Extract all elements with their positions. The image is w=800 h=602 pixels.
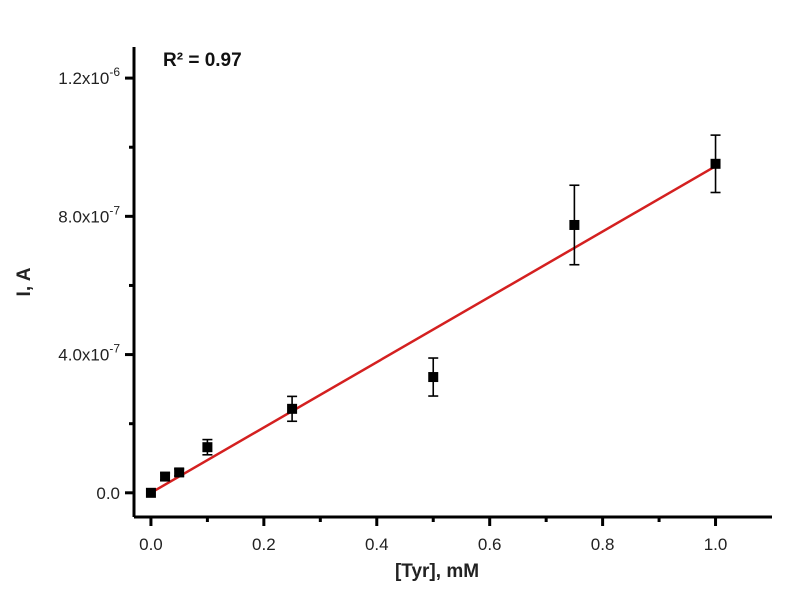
x-tick-label: 0.6 bbox=[478, 535, 502, 554]
fit-line bbox=[150, 165, 717, 494]
x-tick-label: 0.8 bbox=[591, 535, 615, 554]
x-tick-label: 1.0 bbox=[704, 535, 728, 554]
y-tick-label: 4.0x10-7 bbox=[58, 342, 120, 365]
y-tick-label: 0.0 bbox=[96, 484, 120, 503]
axes bbox=[132, 47, 772, 519]
x-axis-title: [Tyr], mM bbox=[395, 561, 479, 582]
x-tick-label: 0.2 bbox=[252, 535, 276, 554]
y-tick-label: 1.2x10-6 bbox=[58, 65, 120, 88]
data-points-layer bbox=[145, 134, 721, 498]
ticks: 0.0 0.2 0.4 0.6 0.8 1.0 0.0 4.0x10-7 8.0x10-7 1.2… bbox=[58, 65, 727, 554]
r-squared-annotation: R² = 0.97 bbox=[163, 50, 242, 71]
data-point bbox=[428, 372, 439, 383]
x-tick-label: 0.0 bbox=[139, 535, 163, 554]
data-point bbox=[174, 467, 185, 478]
data-point bbox=[160, 471, 171, 482]
data-point bbox=[202, 442, 213, 453]
y-tick-label: 8.0x10-7 bbox=[58, 203, 120, 226]
x-tick-label: 0.4 bbox=[365, 535, 389, 554]
data-point bbox=[145, 487, 156, 498]
data-point bbox=[569, 219, 580, 230]
y-axis-title: I, A bbox=[14, 267, 35, 296]
data-point bbox=[710, 158, 721, 169]
fit-line-layer bbox=[150, 165, 717, 494]
data-point bbox=[287, 403, 298, 414]
